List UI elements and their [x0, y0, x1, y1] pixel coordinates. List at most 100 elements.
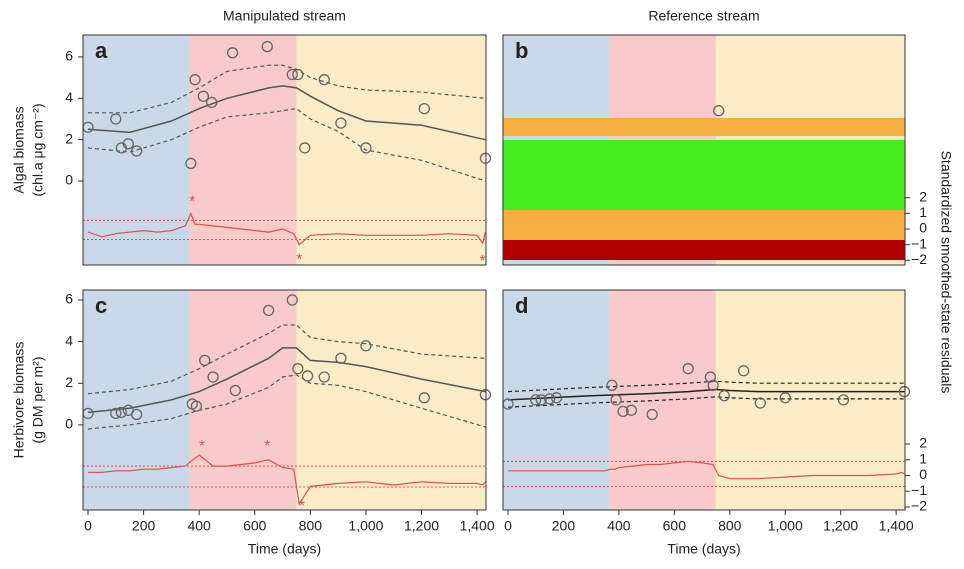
- observation: [335, 117, 347, 129]
- y-tick-label: 6: [65, 48, 73, 64]
- observation: [207, 371, 219, 383]
- observation: [122, 138, 134, 150]
- residual-line: [87, 211, 486, 246]
- observation: [779, 392, 791, 404]
- y-tick-label: 0: [65, 172, 73, 188]
- observation: [418, 392, 430, 404]
- observation: [263, 304, 275, 317]
- x-tick-label: 1,200: [404, 518, 439, 534]
- y2-tick-label: 2: [919, 435, 927, 451]
- outlier-marker: *: [199, 438, 205, 455]
- y-axis-label: Herbivore biomass: [11, 342, 27, 459]
- observation: [197, 90, 209, 102]
- state-mean: [87, 85, 486, 141]
- y2-tick-label: 1: [919, 450, 927, 466]
- observation: [318, 371, 330, 383]
- y2-axis-label: Standardized smoothed-state residuals: [938, 151, 954, 394]
- x-axis-label: Time (days): [667, 541, 740, 557]
- x-tick-label: 200: [132, 518, 156, 534]
- image-artifact: [503, 210, 905, 240]
- observation: [110, 113, 122, 125]
- state-lower: [87, 107, 486, 182]
- x-tick-label: 200: [552, 518, 576, 534]
- y2-tick-label: −1: [911, 482, 927, 498]
- state-lower: [87, 374, 486, 430]
- panel: b Reference stream 210−1−2: [502, 8, 927, 267]
- observation: [682, 363, 694, 375]
- panel-letter: a: [95, 38, 108, 63]
- observation: [130, 408, 143, 421]
- outlier-marker: *: [296, 251, 302, 268]
- phase-band: [189, 290, 297, 510]
- outlier-marker: *: [480, 253, 486, 270]
- observation: [199, 354, 211, 367]
- y2-tick-label: 0: [919, 220, 927, 236]
- observation: [115, 406, 128, 419]
- panel-letter: b: [515, 38, 528, 63]
- y2-tick-label: −2: [911, 498, 927, 514]
- observation: [718, 390, 730, 402]
- state-mean: [507, 388, 905, 401]
- observation: [535, 394, 547, 406]
- plot-frame: [82, 289, 487, 511]
- observation: [713, 105, 725, 117]
- phase-band: [715, 290, 905, 510]
- x-tick-label: 1,400: [879, 518, 914, 534]
- phase-band: [296, 35, 486, 265]
- x-tick-label: 400: [187, 518, 211, 534]
- outlier-marker: *: [189, 194, 195, 211]
- observation: [479, 389, 492, 401]
- state-upper: [87, 324, 486, 395]
- observation: [229, 384, 241, 397]
- observation: [206, 96, 218, 109]
- x-tick-label: 600: [663, 518, 687, 534]
- observation: [301, 370, 314, 382]
- observation: [704, 371, 717, 383]
- observation: [292, 68, 304, 81]
- observation: [286, 68, 298, 81]
- panel: * * * c 0 2 4 6 0 200 400 600 800 1,000 1,200 1,400 Time…: [11, 289, 495, 557]
- phase-band: [296, 290, 486, 510]
- y2-tick-label: −2: [911, 251, 927, 267]
- y-axis-label: Algal biomass: [11, 106, 27, 193]
- phase-band: [83, 35, 190, 265]
- observation: [292, 363, 304, 375]
- observation: [185, 157, 197, 170]
- observation: [189, 74, 201, 86]
- x-tick-label: 1,000: [768, 518, 803, 534]
- column-title: Reference stream: [648, 8, 759, 24]
- observation: [110, 407, 122, 420]
- y2-tick-label: 1: [919, 204, 927, 220]
- observation: [898, 385, 911, 398]
- observation: [530, 394, 542, 406]
- observation: [299, 142, 311, 154]
- observation: [190, 400, 203, 412]
- y-tick-label: 2: [65, 130, 73, 146]
- observation: [335, 352, 347, 364]
- image-artifact: [503, 240, 905, 260]
- outlier-marker: *: [299, 498, 305, 515]
- observation: [737, 365, 750, 377]
- observation: [543, 393, 556, 405]
- observation: [418, 102, 430, 115]
- observation: [754, 397, 766, 409]
- observation: [261, 40, 273, 53]
- residual-line: [508, 460, 905, 480]
- observation: [707, 379, 719, 391]
- image-artifact: [503, 140, 905, 210]
- y-axis-label: (chl.a μg cm⁻²): [30, 103, 46, 196]
- y-tick-label: 4: [65, 89, 73, 105]
- x-axis-label: Time (days): [248, 541, 321, 557]
- x-tick-label: 1,000: [348, 518, 383, 534]
- state-upper: [88, 64, 486, 114]
- panel-letter: d: [515, 293, 528, 318]
- state-mean: [87, 347, 486, 414]
- plot-frame: [82, 34, 487, 266]
- plot-frame: [502, 289, 906, 511]
- outlier-marker: *: [264, 438, 270, 455]
- image-artifact: [503, 118, 905, 136]
- observation: [479, 152, 492, 164]
- observation: [360, 340, 372, 352]
